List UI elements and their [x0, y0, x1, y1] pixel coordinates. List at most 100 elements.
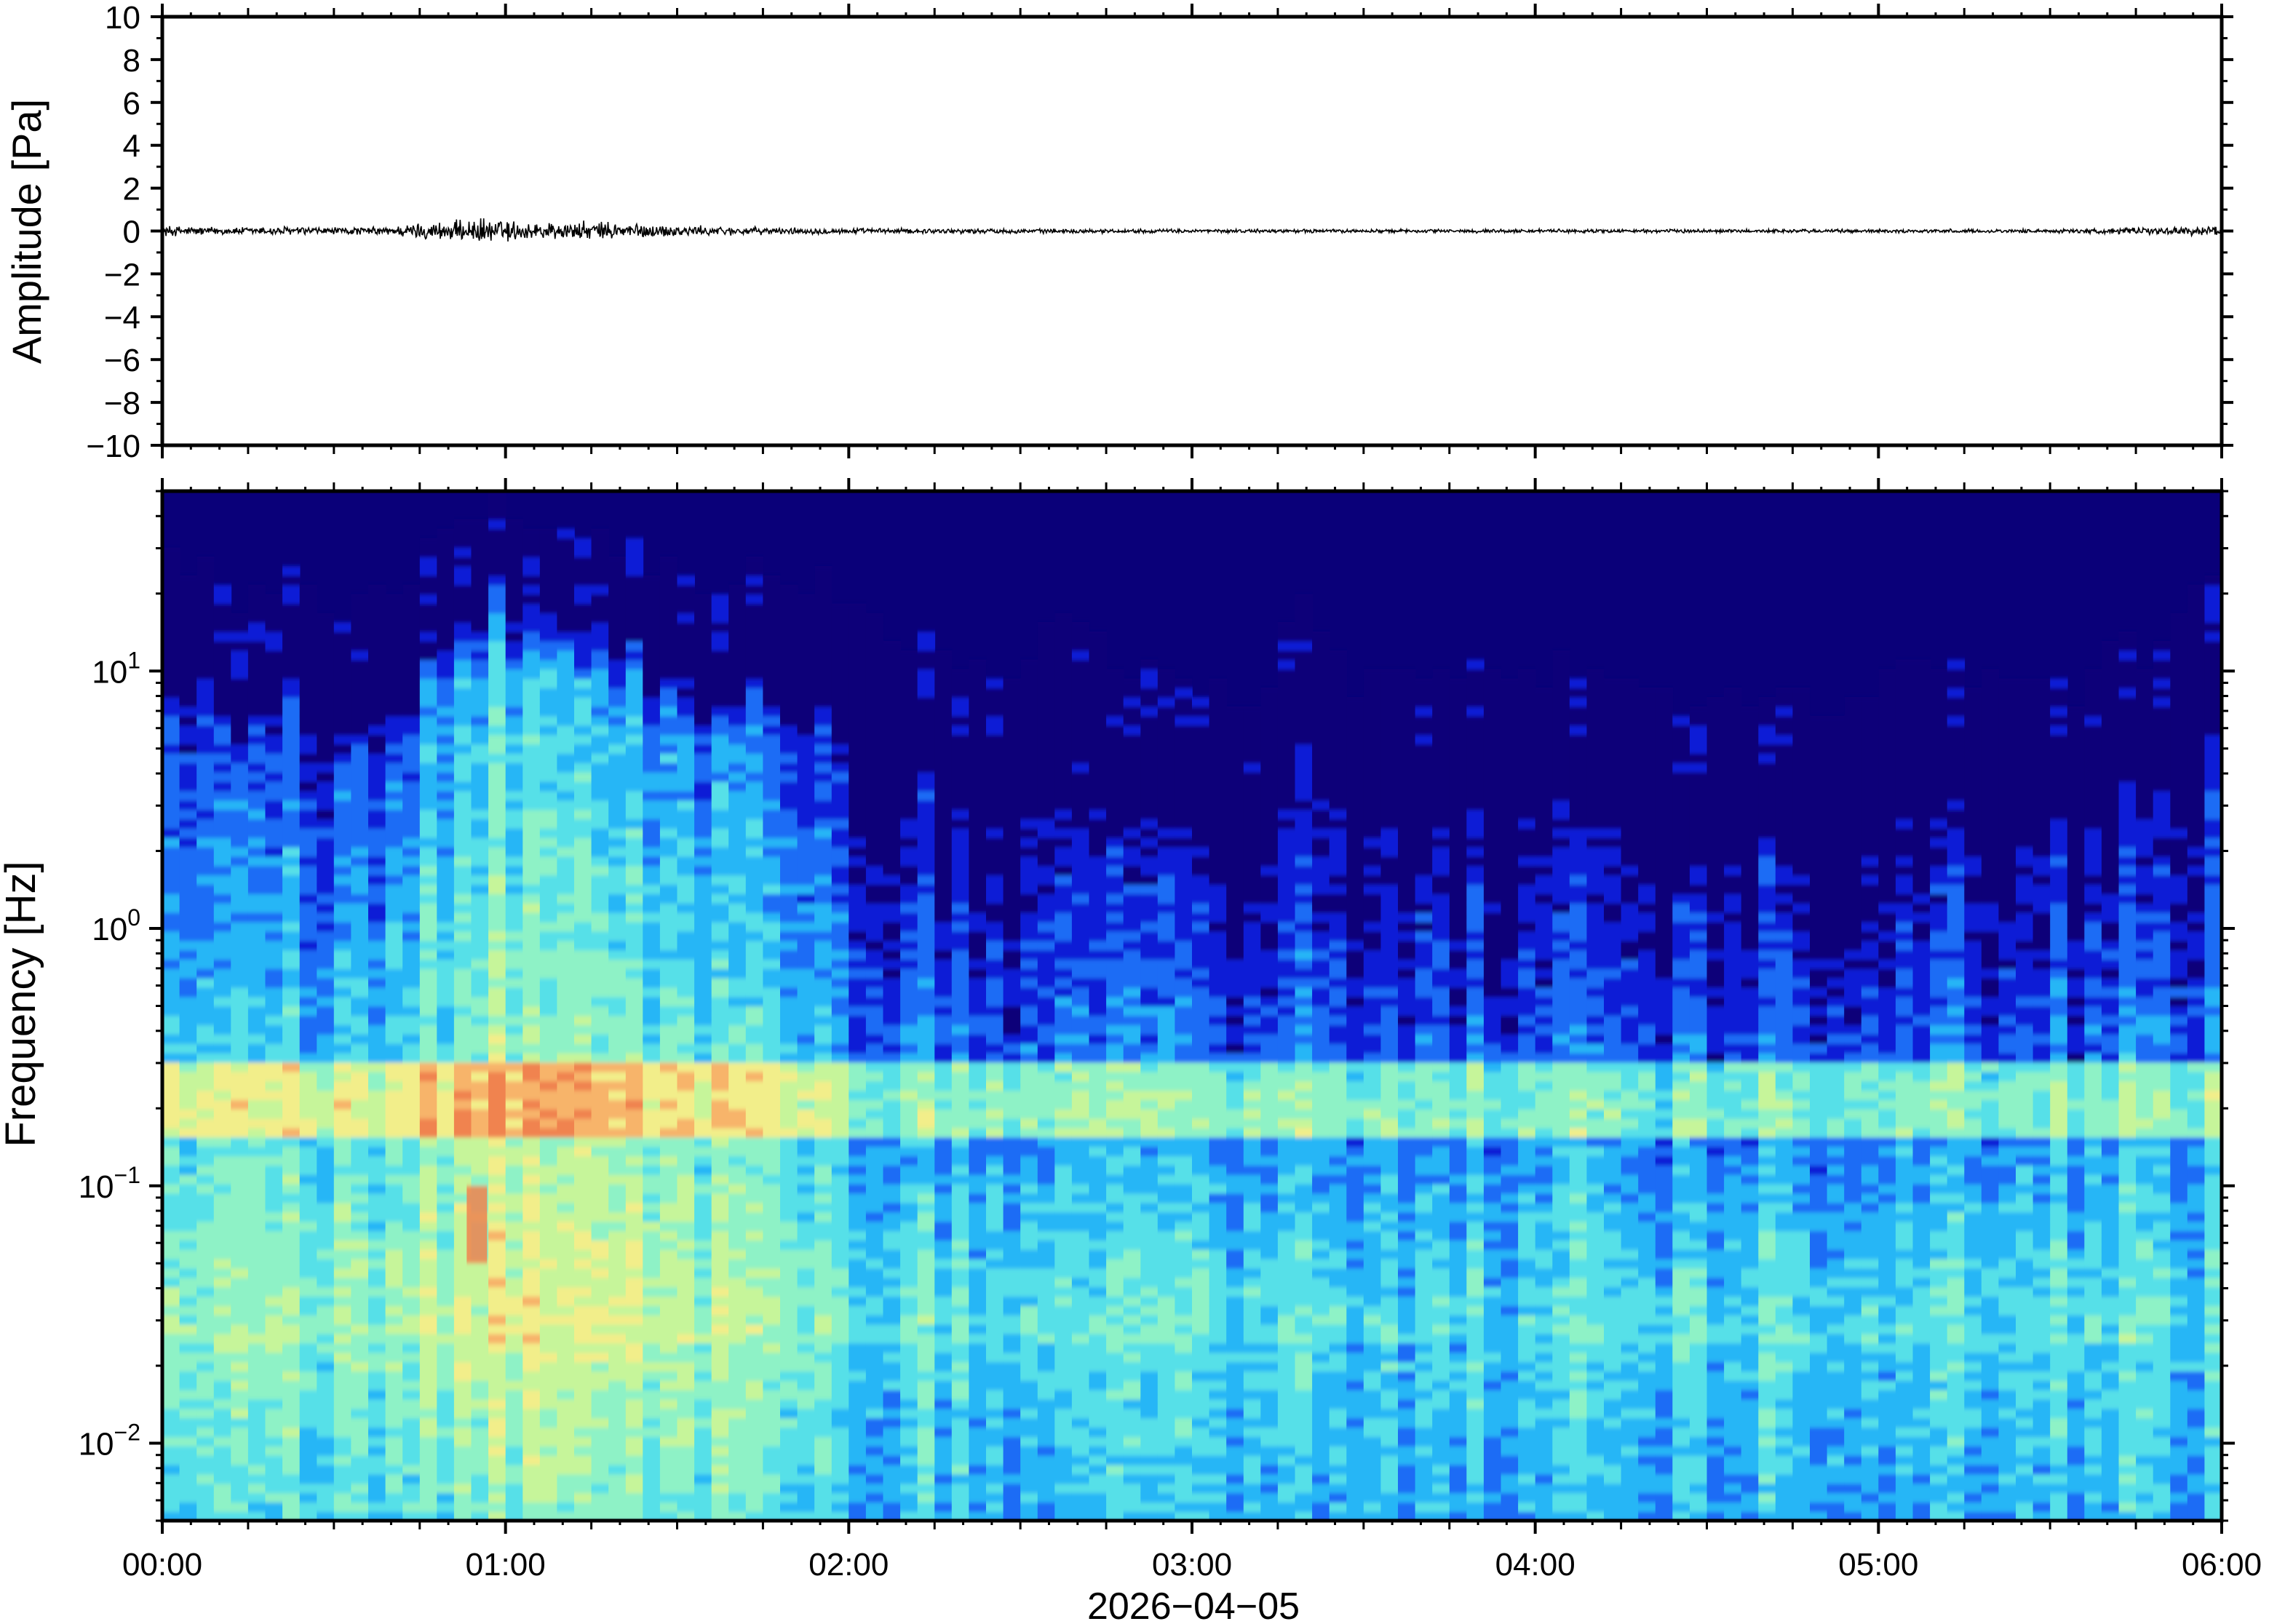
spectrogram-cell [969, 1361, 987, 1372]
spectrogram-cell [162, 1389, 180, 1400]
spectrogram-cell [814, 1361, 833, 1372]
spectrogram-cell [368, 1473, 386, 1484]
spectrogram-cell [265, 1277, 283, 1288]
spectrogram-cell [969, 1286, 987, 1297]
spectrogram-cell [351, 1361, 369, 1372]
spectrogram-cell [694, 921, 712, 932]
spectrogram-cell [317, 1446, 335, 1456]
spectrogram-cell [522, 1361, 541, 1372]
spectrogram-cell [608, 884, 627, 894]
spectrogram-cell [951, 1267, 970, 1278]
spectrogram-cell [557, 1277, 575, 1288]
spectrogram-cell [849, 725, 867, 736]
spectrogram-cell [231, 1146, 249, 1157]
spectrogram-cell [659, 715, 678, 726]
spectrogram-cell [351, 828, 369, 838]
spectrogram-cell [745, 1286, 764, 1297]
spectrogram-cell [591, 622, 609, 632]
spectrogram-cell [162, 1240, 180, 1250]
spectrogram-cell [539, 1052, 558, 1063]
spectrogram-cell [385, 669, 403, 680]
spectrogram-cell [162, 1109, 180, 1119]
spectrogram-cell [247, 1015, 266, 1026]
spectrogram-cell [213, 1511, 232, 1521]
spectrogram-cell [247, 603, 266, 614]
spectrogram-cell [488, 528, 506, 539]
spectrogram-cell [677, 1006, 695, 1016]
spectrogram-cell [453, 931, 472, 942]
spectrogram-cell [591, 1062, 609, 1072]
spectrogram-cell [557, 1380, 575, 1390]
spectrogram-cell [814, 959, 833, 969]
spectrogram-cell [643, 809, 661, 820]
spectrogram-cell [247, 715, 266, 726]
spectrogram-cell [505, 584, 524, 595]
spectrogram-cell [969, 1090, 987, 1100]
spectrogram-cell [969, 1146, 987, 1157]
spectrogram-cell [437, 875, 455, 885]
spectrogram-cell [471, 1473, 489, 1484]
spectrogram-cell [231, 1211, 249, 1222]
spectrogram-cell [333, 1146, 352, 1157]
spectrogram-cell [247, 781, 266, 792]
spectrogram-cell [162, 809, 180, 820]
spectrogram-cell [557, 725, 575, 736]
spectrogram-cell [608, 622, 627, 632]
spectrogram-cell [179, 968, 197, 979]
spectrogram-cell [643, 950, 661, 960]
spectrogram-cell [711, 1267, 730, 1278]
spectrogram-cell [213, 968, 232, 979]
spectrogram-cell [745, 1146, 764, 1157]
spectrogram-cell [368, 650, 386, 661]
spectrogram-cell [694, 725, 712, 736]
spectrogram-cell [453, 528, 472, 539]
spectrogram-cell [643, 1389, 661, 1400]
spectrogram-cell [745, 1258, 764, 1269]
spectrogram-cell [694, 1127, 712, 1138]
spectrogram-cell [437, 538, 455, 548]
spectrogram-cell [831, 884, 850, 894]
spectrogram-cell [797, 1183, 815, 1194]
spectrogram-cell [231, 640, 249, 651]
spectrogram-cell [763, 884, 781, 894]
spectrogram-cell [677, 725, 695, 736]
spectrogram-cell [557, 968, 575, 979]
spectrogram-cell [591, 613, 609, 623]
spectrogram-cell [643, 1034, 661, 1044]
spectrogram-cell [625, 594, 644, 605]
spectrogram-cell [522, 706, 541, 717]
spectrogram-cell [522, 659, 541, 670]
spectrogram-cell [385, 1361, 403, 1372]
spectrogram-cell [814, 968, 833, 979]
spectrogram-cell [659, 1202, 678, 1213]
spectrogram-cell [453, 1015, 472, 1026]
spectrogram-cell [539, 584, 558, 595]
spectrogram-cell [317, 1436, 335, 1446]
spectrogram-cell [831, 688, 850, 698]
spectrogram-cell [299, 1389, 318, 1400]
spectrogram-cell [659, 1502, 678, 1512]
spectrogram-cell [419, 856, 438, 867]
spectrogram-cell [900, 1427, 918, 1438]
spectrogram-cell [763, 846, 781, 857]
spectrogram-cell [659, 1052, 678, 1063]
spectrogram-cell [333, 1062, 352, 1072]
spectrogram-cell [317, 744, 335, 754]
spectrogram-cell [196, 846, 215, 857]
spectrogram-cell [402, 688, 421, 698]
spectrogram-cell [625, 1511, 644, 1521]
spectrogram-cell [231, 1024, 249, 1035]
spectrogram-cell [299, 1342, 318, 1353]
spectrogram-cell [643, 1221, 661, 1232]
spectrogram-cell [917, 1389, 936, 1400]
spectrogram-cell [522, 819, 541, 829]
spectrogram-cell [437, 613, 455, 623]
spectrogram-cell [471, 1146, 489, 1157]
spectrogram-cell [231, 893, 249, 904]
spectrogram-cell [522, 1034, 541, 1044]
spectrogram-cell [745, 1417, 764, 1428]
spectrogram-cell [814, 893, 833, 904]
spectrogram-cell [557, 828, 575, 838]
spectrogram-cell [522, 856, 541, 867]
spectrogram-cell [728, 1118, 747, 1129]
